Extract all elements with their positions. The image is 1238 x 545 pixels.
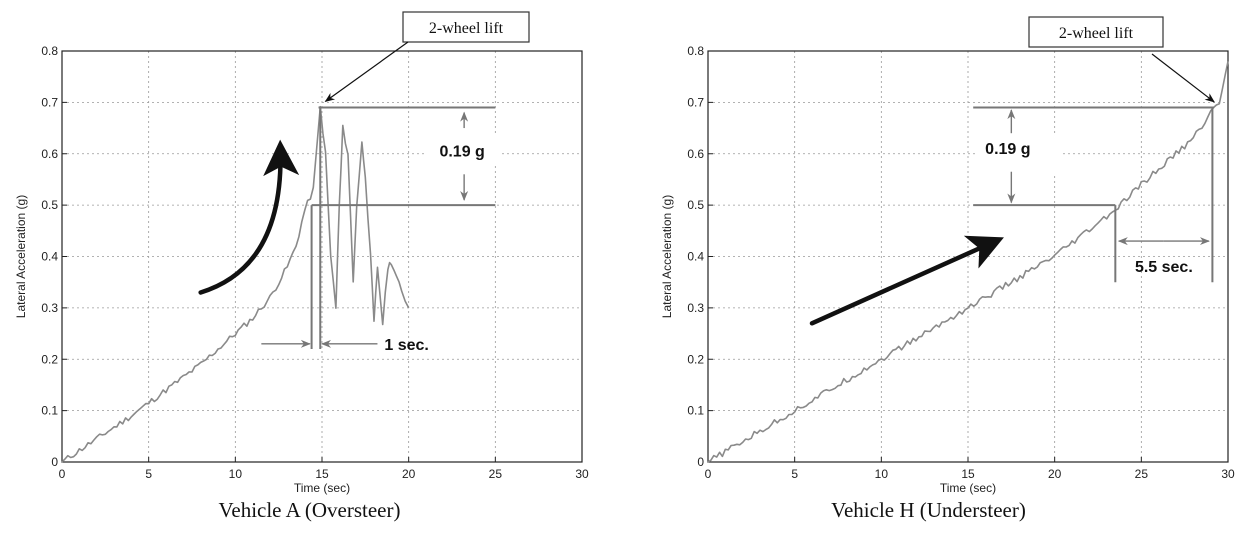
y-tick-label: 0.2 — [41, 352, 58, 366]
trend-arrow-straight — [809, 235, 1004, 326]
y-tick-label: 0.8 — [687, 44, 704, 58]
delta-g-label: 0.19 g — [439, 143, 484, 160]
chart-panel-vehicle-a: 0 5 10 15 20 25 30 0 0.1 0.2 0.3 0.4 0.5 0.6 0.7 0.8 Tim… — [14, 11, 589, 522]
x-axis-label: Time (sec) — [940, 481, 996, 495]
x-tick-label: 25 — [489, 467, 503, 481]
callout-box — [1028, 16, 1164, 48]
x-tick-label: 30 — [575, 467, 589, 481]
x-tick-label: 5 — [791, 467, 798, 481]
delta-g-label: 0.19 g — [985, 141, 1030, 158]
x-axis-label: Time (sec) — [294, 481, 350, 495]
series-line — [61, 105, 410, 463]
y-tick-label: 0.6 — [41, 147, 58, 161]
chart-panel-vehicle-h: 0 5 10 15 20 25 30 0 0.1 0.2 0.3 0.4 0.5 0.6 0.7 0.8 Tim… — [619, 0, 1238, 545]
x-tick-label: 15 — [315, 467, 329, 481]
y-tick-label: 0.3 — [41, 301, 58, 315]
x-tick-label: 25 — [1135, 467, 1149, 481]
x-tick-label: 0 — [705, 467, 712, 481]
y-tick-label: 0.5 — [41, 198, 58, 212]
y-axis-label: Lateral Acceleration (g) — [14, 195, 28, 318]
y-tick-label: 0.2 — [687, 352, 704, 366]
trend-arrow-curved — [198, 139, 300, 295]
y-tick-label: 0.1 — [41, 404, 58, 418]
callout-label: 2-wheel lift — [1059, 25, 1134, 42]
y-tick-label: 0.3 — [687, 301, 704, 315]
x-tick-label: 10 — [875, 467, 889, 481]
callout-arrow — [324, 41, 409, 102]
y-tick-label: 0.8 — [41, 44, 58, 58]
y-tick-label: 0.5 — [687, 198, 704, 212]
x-tick-label: 5 — [145, 467, 152, 481]
x-tick-label: 10 — [229, 467, 243, 481]
x-tick-label: 15 — [961, 467, 975, 481]
chart-caption-vehicle-h: Vehicle H (Understeer) — [831, 498, 1026, 522]
chart-vehicle-h: 0 5 10 15 20 25 30 0 0.1 0.2 0.3 0.4 0.5 0.6 0.7 0.8 Tim… — [660, 16, 1235, 495]
delta-t-label: 5.5 sec. — [1135, 259, 1193, 276]
y-tick-label: 0.7 — [41, 95, 58, 109]
y-tick-label: 0.1 — [687, 404, 704, 418]
y-tick-label: 0 — [697, 455, 704, 469]
chart-vehicle-a: 0 5 10 15 20 25 30 0 0.1 0.2 0.3 0.4 0.5 0.6 0.7 0.8 Tim… — [14, 11, 589, 495]
y-tick-label: 0.4 — [687, 250, 704, 264]
y-tick-label: 0.4 — [41, 250, 58, 264]
callout-arrow — [1151, 53, 1215, 103]
callout-label: 2-wheel lift — [429, 20, 504, 37]
chart-caption-vehicle-a: Vehicle A (Oversteer) — [218, 498, 401, 522]
y-axis-label: Lateral Acceleration (g) — [660, 195, 674, 318]
x-tick-label: 20 — [402, 467, 416, 481]
delta-t-label: 1 sec. — [384, 337, 428, 354]
x-tick-label: 30 — [1221, 467, 1235, 481]
callout-box — [402, 11, 530, 43]
x-tick-label: 0 — [59, 467, 66, 481]
series-line — [707, 61, 1229, 463]
y-tick-label: 0.6 — [687, 147, 704, 161]
y-tick-label: 0 — [51, 455, 58, 469]
y-tick-label: 0.7 — [687, 95, 704, 109]
x-tick-label: 20 — [1048, 467, 1062, 481]
delta-g-label-bg — [424, 135, 501, 166]
delta-g-label-bg — [976, 133, 1061, 174]
